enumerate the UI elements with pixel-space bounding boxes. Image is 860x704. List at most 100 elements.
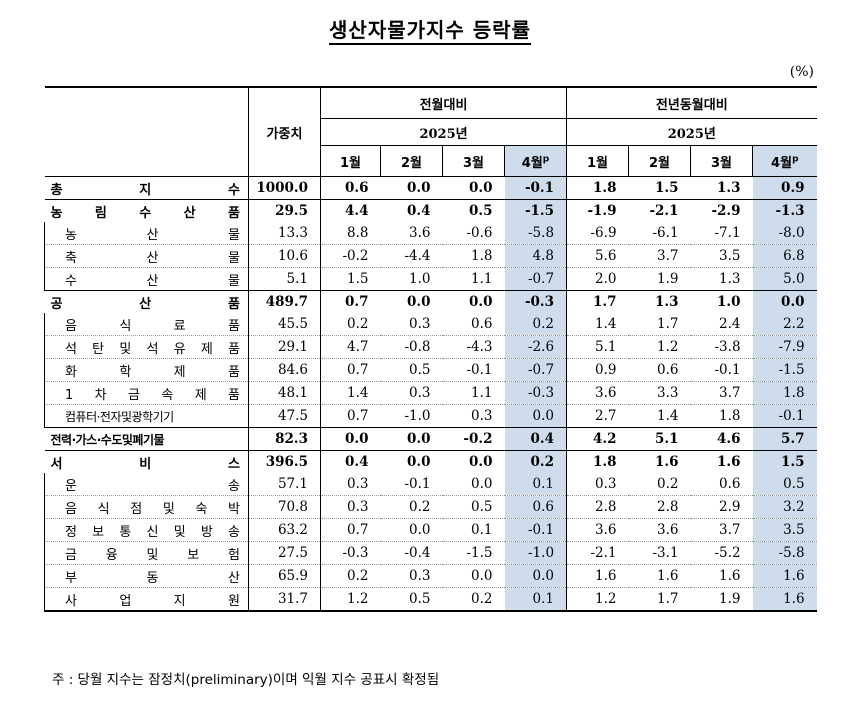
- weight-value: 29.1: [248, 335, 321, 359]
- yoy-value: 2.0: [566, 267, 629, 291]
- yoy-year: 2025년: [566, 118, 817, 146]
- weight-value: 63.2: [248, 518, 321, 542]
- yoy-value: -8.0: [752, 222, 817, 245]
- yoy-value: 1.7: [628, 313, 691, 336]
- yoy-value: 1.8: [752, 381, 817, 405]
- row-label: 부 동 산: [44, 564, 249, 588]
- footnote: 주 : 당월 지수는 잠정치(preliminary)이며 익월 지수 공표시 …: [52, 672, 440, 688]
- yoy-value: 1.9: [628, 267, 691, 291]
- yoy-value: 5.1: [628, 427, 691, 451]
- yoy-value: 0.9: [566, 358, 629, 382]
- mom-value: 1.2: [320, 587, 381, 612]
- unit-label: (%): [789, 64, 814, 80]
- yoy-value: 5.1: [566, 335, 629, 359]
- mom-value: 0.0: [442, 564, 505, 588]
- weight-value: 82.3: [248, 427, 321, 451]
- mom-value: 0.7: [320, 404, 381, 428]
- yoy-value: 0.6: [690, 473, 753, 496]
- yoy-value: -2.9: [711, 203, 741, 219]
- mom-value: 0.3: [320, 473, 381, 496]
- yoy-value: -1.9: [587, 203, 617, 219]
- table-row: 음 식 점 및 숙 박 70.8 0.3 0.2 0.5 0.6 2.8 2.8 2.9 3.2: [44, 495, 817, 519]
- yoy-value: 4.6: [690, 427, 753, 451]
- weight-value: 84.6: [248, 358, 321, 382]
- yoy-value: 1.6: [752, 587, 817, 612]
- mom-value: 0.2: [504, 450, 568, 473]
- yoy-header: 전년동월대비: [566, 86, 817, 119]
- mom-value: -0.7: [504, 267, 568, 291]
- row-label: 운 송: [44, 473, 249, 496]
- row-label: 화 학 제 품: [44, 358, 249, 382]
- yoy-value: 3.7: [628, 244, 691, 268]
- mom-value: 0.6: [442, 313, 505, 336]
- mom-value: 0.0: [442, 473, 505, 496]
- mom-value: -0.4: [380, 541, 443, 565]
- yoy-value: 0.5: [752, 473, 817, 496]
- yoy-value: 6.8: [752, 244, 817, 268]
- mom-value: -0.2: [442, 427, 505, 451]
- mom-value: -0.3: [504, 381, 568, 405]
- mom-header: 전월대비: [320, 86, 568, 119]
- mom-value: 0.5: [380, 358, 443, 382]
- yoy-value: 1.0: [717, 294, 741, 310]
- table-row: 금 융 및 보 험 27.5 -0.3 -0.4 -1.5 -1.0 -2.1 -3.1 -5.…: [44, 541, 817, 565]
- yoy-value: 1.7: [628, 587, 691, 612]
- yoy-value: 1.3: [655, 294, 679, 310]
- weight-value: 396.5: [248, 450, 321, 473]
- mom-value: 0.3: [380, 381, 443, 405]
- weight-value: 48.1: [248, 381, 321, 405]
- mom-value: -1.5: [504, 199, 568, 222]
- yoy-value: 3.7: [690, 518, 753, 542]
- page-title: 생산자물가지수 등락률: [0, 14, 860, 45]
- yoy-value: 3.6: [628, 518, 691, 542]
- yoy-value: 2.9: [690, 495, 753, 519]
- mom-value: -0.3: [320, 541, 381, 565]
- mom-value: 0.3: [442, 404, 505, 428]
- mom-value: -0.7: [504, 358, 568, 382]
- yoy-value: 3.7: [690, 381, 753, 405]
- yoy-month-header: 4월p: [752, 145, 817, 177]
- mom-value: 0.0: [442, 176, 505, 200]
- mom-value: 0.2: [380, 495, 443, 519]
- table-row: 정 보 통 신 및 방 송 63.2 0.7 0.0 0.1 -0.1 3.6 3.6 3.7 3…: [44, 518, 817, 542]
- mom-value: 0.7: [345, 294, 369, 310]
- weight-value: 47.5: [248, 404, 321, 428]
- mom-value: -4.4: [380, 244, 443, 268]
- yoy-value: 3.5: [690, 244, 753, 268]
- yoy-value: 1.5: [752, 450, 817, 473]
- yoy-value: -2.1: [566, 541, 629, 565]
- mom-value: -0.2: [320, 244, 381, 268]
- weight-value: 10.6: [248, 244, 321, 268]
- yoy-value: 1.6: [566, 564, 629, 588]
- yoy-value: -5.8: [752, 541, 817, 565]
- table-row: 농 산 물 13.3 8.8 3.6 -0.6 -5.8 -6.9 -6.1 -7.1 -8.0: [44, 222, 817, 245]
- yoy-value: -3.1: [628, 541, 691, 565]
- row-label: 총 지 수: [44, 176, 249, 200]
- weight-value: 65.9: [248, 564, 321, 588]
- mom-year: 2025년: [320, 118, 568, 146]
- mom-value: 1.1: [442, 267, 505, 291]
- yoy-value: 0.0: [752, 290, 817, 313]
- mom-value: 0.0: [469, 454, 493, 470]
- table-row: 석 탄 및 석 유 제 품 29.1 4.7 -0.8 -4.3 -2.6 5.1 1.2 -3…: [44, 335, 817, 359]
- table-row: 총 지 수 1000.0 0.6 0.0 0.0 -0.1 1.8 1.5 1.3 0.9: [44, 176, 817, 200]
- mom-value: 0.0: [407, 294, 431, 310]
- table-row: 축 산 물 10.6 -0.2 -4.4 1.8 4.8 5.6 3.7 3.5 6.8: [44, 244, 817, 268]
- yoy-value: 1.2: [628, 335, 691, 359]
- mom-value: 0.2: [320, 564, 381, 588]
- mom-value: 1.5: [320, 267, 381, 291]
- row-label: 금 융 및 보 험: [44, 541, 249, 565]
- yoy-value: -2.1: [649, 203, 679, 219]
- yoy-value: 4.2: [566, 427, 629, 451]
- mom-value: 0.0: [380, 518, 443, 542]
- mom-value: 0.0: [380, 427, 443, 451]
- mom-value: 0.0: [504, 404, 568, 428]
- yoy-value: -0.1: [690, 358, 753, 382]
- weight-value: 31.7: [248, 587, 321, 612]
- yoy-value: 3.5: [752, 518, 817, 542]
- mom-value: -2.6: [504, 335, 568, 359]
- yoy-value: 2.4: [690, 313, 753, 336]
- mom-value: -4.3: [442, 335, 505, 359]
- mom-value: 0.7: [320, 358, 381, 382]
- mom-value: -0.1: [380, 473, 443, 496]
